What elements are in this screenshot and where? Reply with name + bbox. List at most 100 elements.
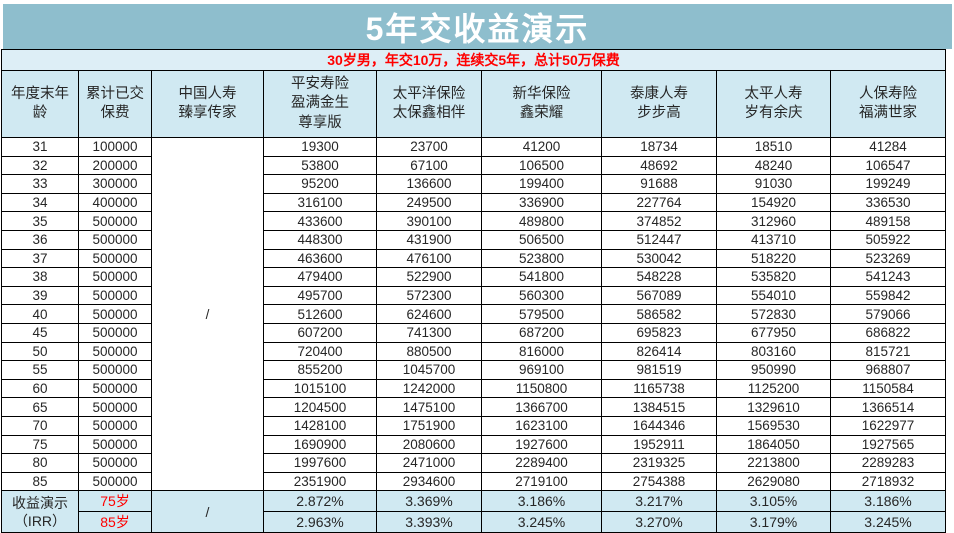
value-cell: 1475100 (376, 397, 482, 417)
value-cell: 41200 (481, 137, 602, 157)
value-cell: 1952911 (601, 434, 717, 455)
value-cell: 41284 (829, 137, 947, 157)
irr-value-cell: 3.217% (601, 490, 717, 513)
value-cell: 607200 (263, 322, 377, 343)
value-cell: 968807 (829, 360, 947, 380)
value-cell: 433600 (263, 211, 377, 231)
premium-cell: 500000 (78, 304, 152, 324)
column-header: 平安寿险 盈满金生 尊享版 (263, 70, 377, 138)
value-cell: 741300 (376, 322, 482, 343)
value-cell: 816000 (481, 341, 602, 362)
value-cell: 413710 (716, 229, 831, 250)
header-row: 年度末年 龄累计已交 保费 中国人寿 臻享传家 平安寿险 盈满金生 尊享版 太平洋保险… (1, 70, 947, 138)
table-row: 38 500000 479400 522900 541800 548228 535820 54… (1, 267, 947, 287)
value-cell: 249500 (376, 192, 482, 213)
column-header: 中国人寿 臻享传家 (151, 70, 264, 138)
page-title-text: 5年交收益演示 (365, 10, 590, 47)
value-cell: 586582 (601, 304, 717, 324)
value-cell: 969100 (481, 360, 602, 380)
premium-cell: 500000 (78, 397, 152, 417)
table-row: 35 500000 433600 390100 489800 374852 312960 48… (1, 211, 947, 231)
table-row: 36 500000 448300 431900 506500 512447 413710 50… (1, 229, 947, 250)
irr-row: 85岁 2.963% 3.393% 3.245% 3.270% 3.179% 3.245% (2, 511, 947, 533)
age-cell: 37 (1, 248, 79, 269)
irr-value-cell: 3.186% (829, 490, 947, 513)
age-cell: 35 (1, 211, 79, 231)
value-cell: 489158 (829, 211, 947, 231)
age-cell: 70 (1, 415, 79, 436)
irr-footer: 收益演示 （IRR） 75岁/2.872% 3.369% 3.186% 3.217% 3.… (1, 490, 947, 533)
age-cell: 34 (1, 192, 79, 213)
value-cell: 554010 (716, 285, 831, 306)
value-cell: 1623100 (481, 415, 602, 436)
value-cell: 815721 (829, 341, 947, 362)
premium-cell: 500000 (78, 434, 152, 455)
premium-cell: 500000 (78, 415, 152, 436)
china-life-irr-cell: / (151, 490, 264, 533)
value-cell: 199400 (481, 174, 602, 194)
value-cell: 67100 (376, 155, 482, 176)
table-row: 80 500000 1997600 2471000 2289400 2319325 2213… (1, 453, 947, 473)
value-cell: 523800 (481, 248, 602, 269)
value-cell: 512600 (263, 304, 377, 324)
irr-label-cell: 收益演示 （IRR） (1, 490, 79, 533)
value-cell: 686822 (829, 322, 947, 343)
age-cell: 36 (1, 229, 79, 250)
table-row: 32 200000 53800 67100 106500 48692 48240 106547 (1, 155, 947, 176)
premium-cell: 500000 (78, 360, 152, 380)
value-cell: 91688 (601, 174, 717, 194)
irr-value-cell: 3.179% (716, 511, 831, 533)
value-cell: 535820 (716, 267, 831, 287)
value-cell: 548228 (601, 267, 717, 287)
value-cell: 23700 (376, 137, 482, 157)
age-cell: 45 (1, 322, 79, 343)
value-cell: 2934600 (376, 471, 482, 492)
value-cell: 572830 (716, 304, 831, 324)
irr-row: 收益演示 （IRR） 75岁/2.872% 3.369% 3.186% 3.217% 3.… (1, 490, 947, 533)
value-cell: 336900 (481, 192, 602, 213)
value-cell: 2080600 (376, 434, 482, 455)
value-cell: 803160 (716, 341, 831, 362)
premium-cell: 500000 (78, 341, 152, 362)
value-cell: 2319325 (601, 453, 717, 473)
table-row: 37 500000 463600 476100 523800 530042 518220 52… (1, 248, 947, 269)
value-cell: 1622977 (829, 415, 947, 436)
column-header: 累计已交 保费 (78, 70, 152, 138)
premium-cell: 500000 (78, 378, 152, 399)
value-cell: 1569530 (716, 415, 831, 436)
value-cell: 624600 (376, 304, 482, 324)
value-cell: 227764 (601, 192, 717, 213)
age-cell: 75 (1, 434, 79, 455)
value-cell: 1165738 (601, 378, 717, 399)
premium-cell: 500000 (78, 285, 152, 306)
table-row: 40 500000 512600 624600 579500 586582 572830 57… (1, 304, 947, 324)
irr-value-cell: 2.872% (263, 490, 377, 513)
value-cell: 19300 (263, 137, 377, 157)
age-cell: 40 (1, 304, 79, 324)
irr-value-cell: 3.245% (829, 511, 947, 533)
irr-age-cell: 75岁 (78, 490, 152, 513)
table-row: 50 500000 720400 880500 816000 826414 803160 81… (1, 341, 947, 362)
irr-value-cell: 3.270% (601, 511, 717, 533)
subtitle-text: 30岁男，年交10万，连续交5年，总计50万保费 (0, 49, 947, 71)
value-cell: 2719100 (481, 471, 602, 492)
table-row: 33 300000 95200 136600 199400 91688 91030 19924… (1, 174, 947, 194)
subtitle-row: 30岁男，年交10万，连续交5年，总计50万保费 (0, 49, 947, 71)
value-cell: 1045700 (376, 360, 482, 380)
value-cell: 720400 (263, 341, 377, 362)
value-cell: 374852 (601, 211, 717, 231)
value-cell: 2629080 (716, 471, 831, 492)
value-cell: 695823 (601, 322, 717, 343)
age-cell: 31 (1, 137, 79, 157)
column-header: 太平人寿 岁有余庆 (716, 70, 831, 138)
value-cell: 2351900 (263, 471, 377, 492)
value-cell: 572300 (376, 285, 482, 306)
value-cell: 522900 (376, 267, 482, 287)
value-cell: 336530 (829, 192, 947, 213)
value-cell: 541800 (481, 267, 602, 287)
value-cell: 530042 (601, 248, 717, 269)
premium-cell: 200000 (78, 155, 152, 176)
table-row: 65 500000 1204500 1475100 1366700 1384515 1329… (1, 397, 947, 417)
irr-age-cell: 85岁 (78, 511, 152, 533)
